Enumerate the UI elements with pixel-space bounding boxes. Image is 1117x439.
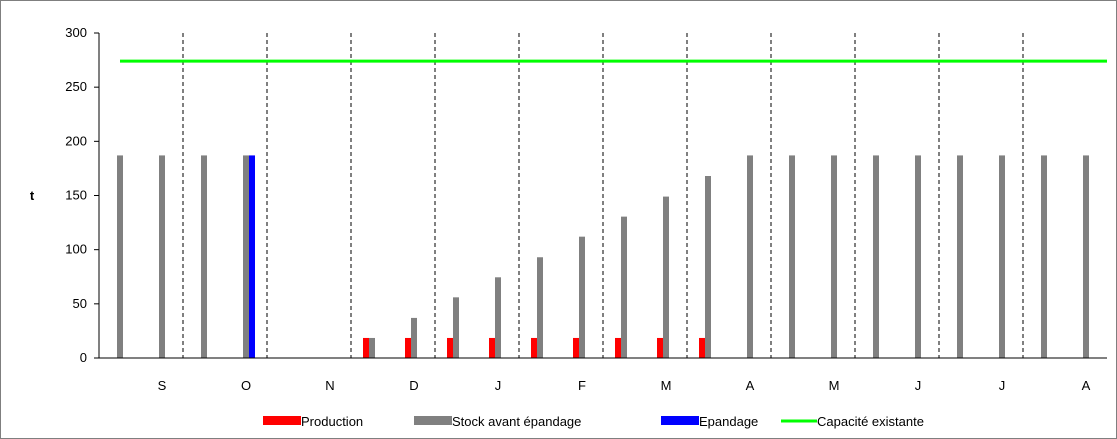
x-tick-label: J bbox=[915, 378, 922, 393]
legend-swatch bbox=[661, 416, 699, 425]
x-tick-label: J bbox=[999, 378, 1006, 393]
y-tick-label: 250 bbox=[65, 79, 87, 94]
bar-stock-avant-epandage bbox=[1041, 155, 1047, 358]
legend-label: Capacité existante bbox=[817, 414, 924, 429]
x-tick-label: D bbox=[409, 378, 418, 393]
legend-label: Epandage bbox=[699, 414, 758, 429]
bar-stock-avant-epandage bbox=[243, 155, 249, 358]
bar-stock-avant-epandage bbox=[789, 155, 795, 358]
x-tick-label: A bbox=[1082, 378, 1091, 393]
bar-stock-avant-epandage bbox=[999, 155, 1005, 358]
y-axis: 0 50 100 150 200 250 300 bbox=[65, 25, 100, 365]
x-tick-label: O bbox=[241, 378, 251, 393]
bar-stock-avant-epandage bbox=[663, 196, 669, 358]
bar-epandage bbox=[249, 155, 255, 358]
bar-stock-avant-epandage bbox=[537, 257, 543, 358]
bar-stock-avant-epandage bbox=[915, 155, 921, 358]
x-tick-label: M bbox=[661, 378, 672, 393]
bar-stock-avant-epandage bbox=[579, 236, 585, 358]
bar-production bbox=[573, 337, 579, 358]
x-tick-label: J bbox=[495, 378, 502, 393]
period-separators bbox=[182, 33, 1024, 358]
bar-production bbox=[447, 337, 453, 358]
bar-production bbox=[531, 337, 537, 358]
bar-production bbox=[489, 337, 495, 358]
x-tick-label: F bbox=[578, 378, 586, 393]
x-tick-label: A bbox=[746, 378, 755, 393]
x-tick-label: N bbox=[325, 378, 334, 393]
bar-stock-avant-epandage bbox=[873, 155, 879, 358]
bar-stock-avant-epandage bbox=[453, 297, 459, 358]
legend-label: Stock avant épandage bbox=[452, 414, 581, 429]
x-tick-label: S bbox=[158, 378, 167, 393]
legend-swatch bbox=[414, 416, 452, 425]
x-tick-label: M bbox=[829, 378, 840, 393]
bar-production bbox=[363, 337, 369, 358]
bar-stock-avant-epandage bbox=[747, 155, 753, 358]
bar-stock-avant-epandage bbox=[831, 155, 837, 358]
legend-swatch bbox=[263, 416, 301, 425]
y-tick-label: 50 bbox=[73, 296, 87, 311]
bar-stock-avant-epandage bbox=[369, 337, 375, 358]
bar-stock-avant-epandage bbox=[201, 155, 207, 358]
bar-stock-avant-epandage bbox=[1083, 155, 1089, 358]
bar-series bbox=[117, 155, 1089, 358]
bar-stock-avant-epandage bbox=[495, 277, 501, 358]
bar-production bbox=[615, 337, 621, 358]
y-tick-label: 100 bbox=[65, 242, 87, 257]
y-tick-label: 0 bbox=[80, 350, 87, 365]
legend: Production Stock avant épandage Epandage Ca… bbox=[263, 414, 924, 429]
y-tick-label: 300 bbox=[65, 25, 87, 40]
bar-stock-avant-epandage bbox=[621, 216, 627, 358]
bar-stock-avant-epandage bbox=[159, 155, 165, 358]
legend-label: Production bbox=[301, 414, 363, 429]
bar-stock-avant-epandage bbox=[411, 317, 417, 358]
bar-production bbox=[699, 337, 705, 358]
bar-stock-avant-epandage bbox=[705, 176, 711, 358]
y-tick-label: 200 bbox=[65, 133, 87, 148]
y-axis-title: t bbox=[30, 188, 35, 203]
y-tick-label: 150 bbox=[65, 188, 87, 203]
bar-production bbox=[405, 337, 411, 358]
bar-production bbox=[657, 337, 663, 358]
bar-stock-avant-epandage bbox=[957, 155, 963, 358]
bar-stock-avant-epandage bbox=[117, 155, 123, 358]
